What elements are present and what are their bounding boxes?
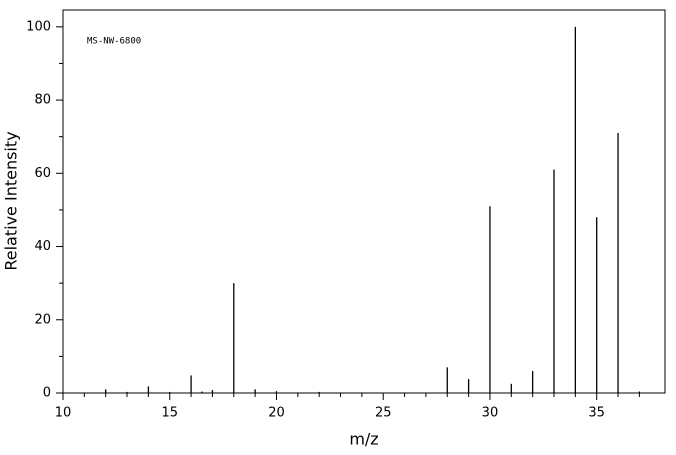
y-tick-label: 40 (34, 239, 51, 254)
y-tick-label: 60 (34, 166, 51, 181)
x-axis-label: m/z (349, 430, 378, 449)
plot-frame (62, 9, 666, 394)
x-tick-label: 30 (482, 406, 499, 421)
y-axis-label: Relative Intensity (2, 131, 21, 270)
y-tick-label: 80 (34, 93, 51, 108)
x-tick-label: 15 (161, 406, 178, 421)
annotation: MS-NW-6800 (87, 37, 141, 47)
y-tick-label: 100 (26, 19, 51, 34)
y-tick-label: 20 (34, 312, 51, 327)
x-tick-label: 25 (375, 406, 392, 421)
x-tick-label: 10 (55, 406, 72, 421)
x-tick-label: 35 (588, 406, 605, 421)
y-tick-label: 0 (43, 386, 51, 401)
x-tick-label: 20 (268, 406, 285, 421)
